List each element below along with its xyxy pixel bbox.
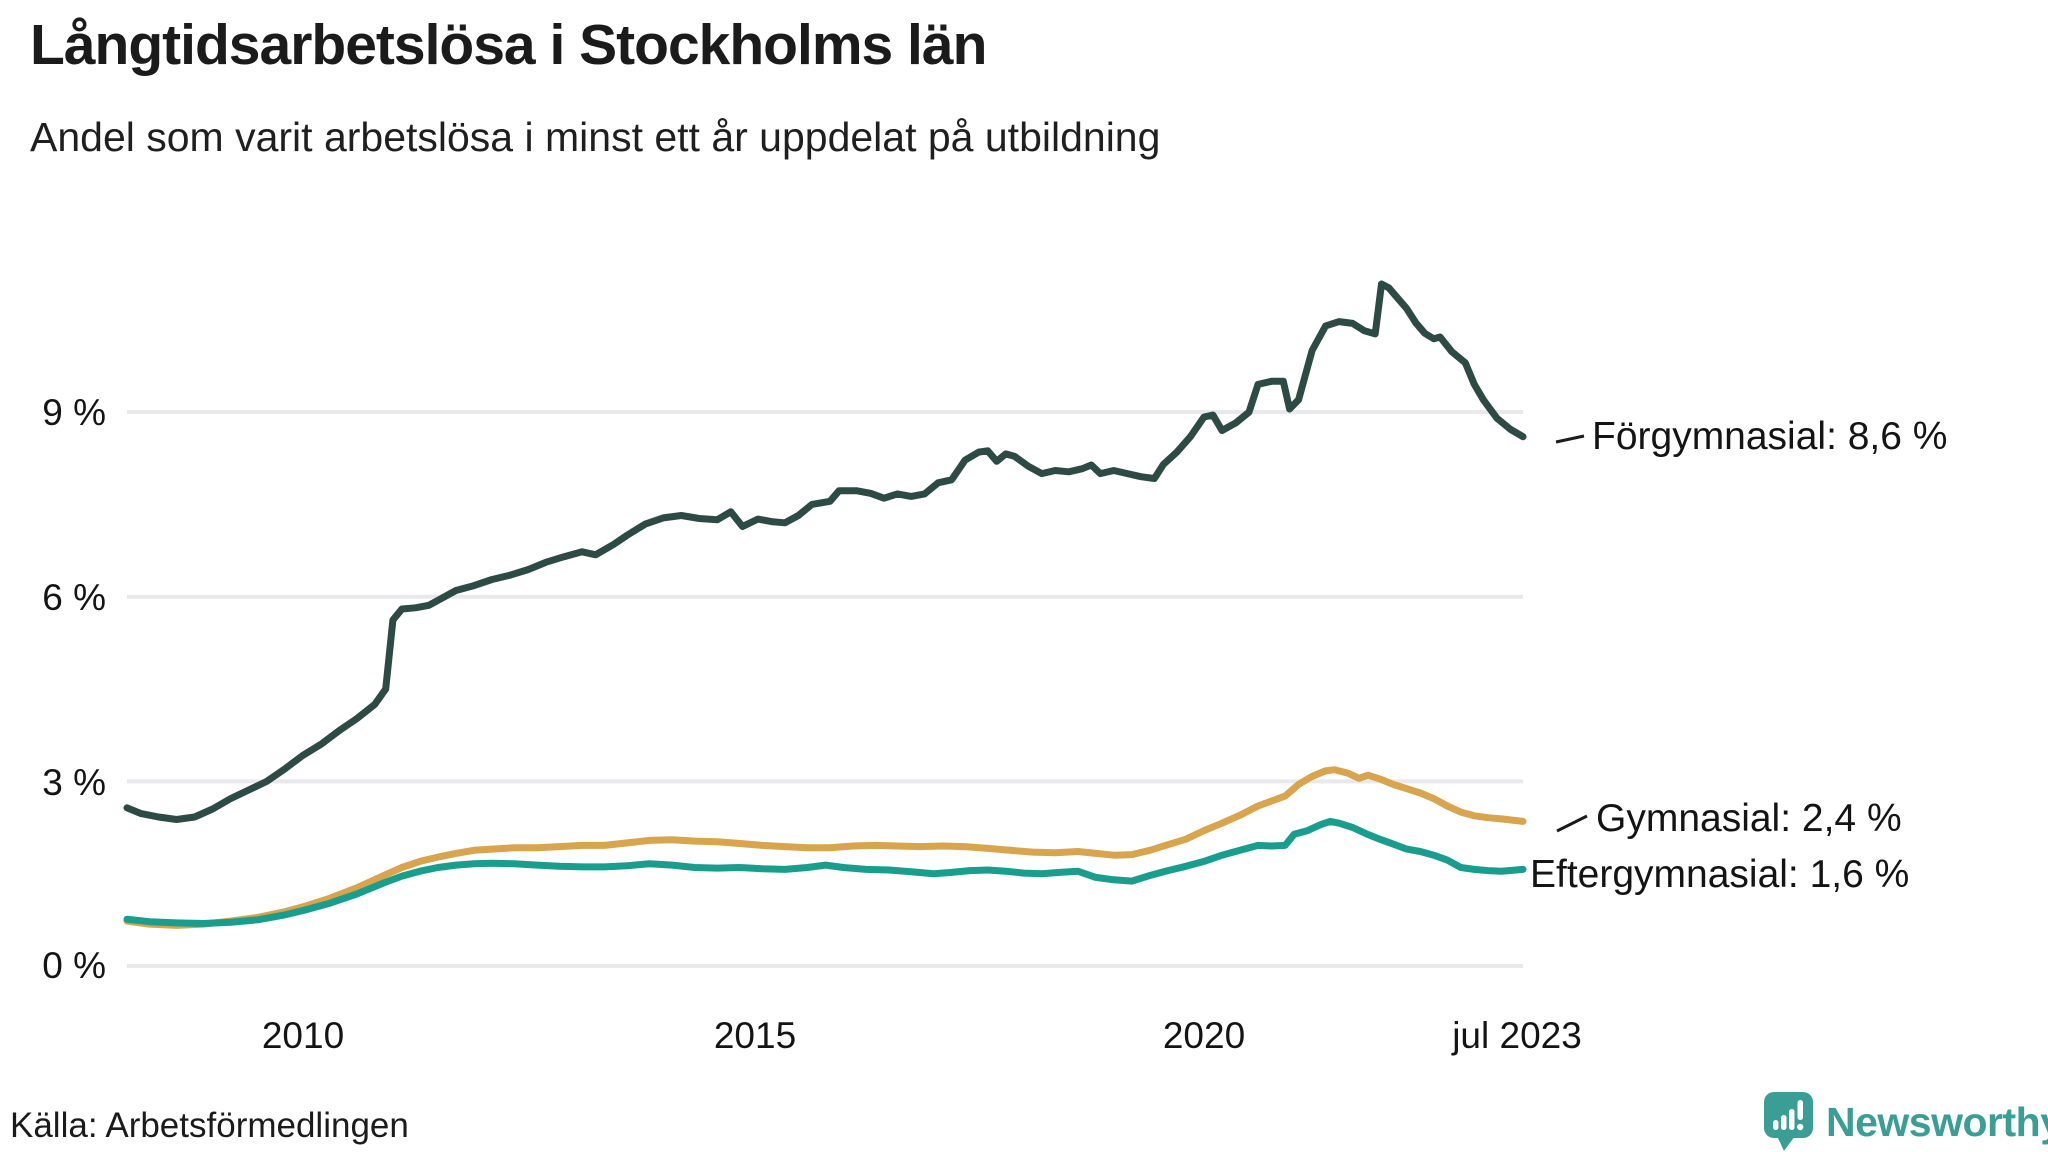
- label-connector-1: [1556, 814, 1588, 833]
- x-tick-jul-2023: jul 2023: [1452, 1015, 1582, 1056]
- x-tick-2015: 2015: [713, 1015, 797, 1056]
- series-label-forgymnasial: Förgymnasial: 8,6 %: [1592, 415, 1948, 458]
- y-tick-0: 0 %: [42, 945, 106, 986]
- series-line-eftergymnasial: [123, 817, 1527, 927]
- newsworthy-logo: Newsworthy: [1764, 1092, 2048, 1152]
- series-label-gymnasial: Gymnasial: 2,4 %: [1596, 797, 1902, 840]
- y-tick-3: 3 %: [42, 762, 106, 803]
- source-note: Källa: Arbetsförmedlingen: [10, 1106, 409, 1145]
- newsworthy-wordmark: Newsworthy: [1826, 1098, 2048, 1145]
- y-tick-9: 9 %: [42, 392, 106, 433]
- series-label-eftergymnasial: Eftergymnasial: 1,6 %: [1530, 853, 1910, 896]
- page-title: Långtidsarbetslösa i Stockholms län: [30, 13, 987, 77]
- label-connector-0: [1555, 434, 1585, 444]
- series-line-förgymnasial: [123, 280, 1527, 823]
- newsworthy-badge-icon: [1764, 1092, 1813, 1151]
- x-tick-2010: 2010: [261, 1015, 345, 1056]
- x-tick-2020: 2020: [1162, 1015, 1246, 1056]
- page-subtitle: Andel som varit arbetslösa i minst ett å…: [30, 114, 1161, 160]
- y-tick-6: 6 %: [42, 577, 106, 618]
- series-line-gymnasial: [123, 766, 1527, 929]
